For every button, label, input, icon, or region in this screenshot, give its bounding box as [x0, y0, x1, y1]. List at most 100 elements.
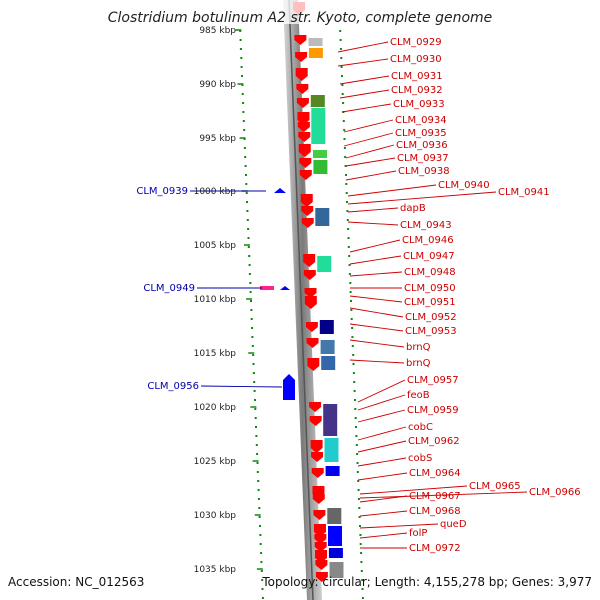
guide-dot	[340, 66, 343, 68]
gene-label[interactable]: cobS	[408, 453, 432, 464]
annotation-block	[308, 38, 323, 46]
gene-label[interactable]: CLM_0962	[408, 436, 460, 447]
guide-dot	[243, 138, 246, 140]
forward-cds-arrow	[295, 52, 308, 62]
gene-label[interactable]: CLM_0968	[409, 506, 461, 517]
gene-label[interactable]: CLM_0937	[397, 153, 449, 164]
guide-dot	[245, 174, 247, 176]
gene-label[interactable]: CLM_0930	[390, 54, 442, 65]
gene-label[interactable]: CLM_0948	[404, 267, 456, 278]
forward-cds-arrow	[313, 524, 326, 537]
forward-cds-arrow	[305, 322, 318, 332]
gene-label[interactable]: CLM_0967	[409, 491, 461, 502]
forward-cds-arrow	[314, 534, 327, 544]
annotation-block	[319, 320, 334, 334]
gene-label[interactable]: CLM_0946	[402, 235, 454, 246]
guide-dot	[255, 426, 257, 428]
gene-label[interactable]: CLM_0938	[398, 166, 450, 177]
gene-label[interactable]: CLM_0956	[147, 381, 199, 392]
guide-dot	[259, 525, 261, 527]
gene-label[interactable]: CLM_0943	[400, 220, 452, 231]
gene-label[interactable]: brnQ	[406, 358, 431, 369]
gene-label[interactable]: CLM_0951	[404, 297, 456, 308]
forward-cds-arrow	[298, 144, 311, 157]
guide-dot	[242, 102, 245, 104]
gene-label[interactable]: brnQ	[406, 342, 431, 353]
scale-label: 995 kbp	[199, 134, 236, 144]
guide-dot	[261, 588, 264, 590]
leader-line	[347, 191, 497, 205]
gene-label[interactable]: cobC	[408, 422, 433, 433]
gene-label[interactable]: CLM_0959	[407, 405, 459, 416]
leader-line	[357, 440, 407, 453]
guide-dot	[353, 381, 356, 383]
forward-cds-arrow	[311, 452, 324, 462]
gene-label[interactable]: CLM_0949	[143, 283, 195, 294]
forward-cds-arrow	[297, 112, 310, 125]
guide-dot	[252, 372, 255, 374]
forward-cds-arrow	[307, 358, 320, 371]
guide-dot	[351, 345, 354, 347]
guide-dot	[256, 471, 259, 473]
forward-cds-arrow	[294, 35, 307, 45]
guide-dot	[241, 84, 244, 86]
gene-label[interactable]: CLM_0932	[391, 85, 443, 96]
gene-label[interactable]: CLM_0941	[498, 187, 550, 198]
gene-label[interactable]: CLM_0939	[136, 186, 188, 197]
gene-label[interactable]: CLM_0972	[409, 543, 461, 554]
guide-dot	[350, 300, 352, 302]
gene-label[interactable]: CLM_0966	[529, 487, 581, 498]
gene-label[interactable]: CLM_0929	[390, 37, 442, 48]
leader-line	[349, 359, 405, 364]
guide-dot	[349, 282, 352, 284]
gene-label[interactable]: CLM_0950	[404, 283, 456, 294]
guide-dot	[347, 237, 350, 239]
gene-label[interactable]: CLM_0952	[405, 312, 457, 323]
gene-label[interactable]: CLM_0964	[409, 468, 461, 479]
scale-label: 1030 kbp	[194, 511, 237, 521]
forward-cds-arrow	[315, 560, 328, 570]
guide-dot	[356, 453, 359, 455]
guide-dot	[248, 255, 251, 257]
gene-label[interactable]: CLM_0936	[396, 140, 448, 151]
guide-dot	[259, 543, 262, 545]
guide-dot	[339, 48, 342, 50]
gene-label[interactable]: feoB	[407, 390, 430, 401]
guide-dot	[345, 192, 348, 194]
guide-dot	[244, 165, 247, 167]
annotation-block	[311, 108, 326, 144]
guide-dot	[259, 534, 262, 536]
gene-label[interactable]: CLM_0957	[407, 375, 459, 386]
leader-line	[339, 75, 390, 85]
annotation-block	[310, 95, 325, 107]
gene-label[interactable]: queD	[440, 519, 467, 530]
guide-dot	[258, 516, 261, 518]
guide-dot	[239, 39, 242, 41]
reverse-gene-labels: CLM_0939 CLM_0949 CLM_0956	[136, 186, 199, 392]
gene-label[interactable]: CLM_0947	[403, 251, 455, 262]
guide-dot	[246, 210, 249, 212]
gene-label[interactable]: CLM_0953	[405, 326, 457, 337]
guide-dot	[343, 129, 346, 131]
leader-line	[337, 58, 389, 67]
guide-dot	[357, 498, 360, 500]
gene-label[interactable]: CLM_0940	[438, 180, 490, 191]
forward-cds-arrow	[300, 194, 313, 207]
gene-label[interactable]: CLM_0935	[395, 128, 447, 139]
guide-dot	[351, 336, 354, 338]
annotation-block	[329, 562, 344, 578]
gene-label[interactable]: CLM_0933	[393, 99, 445, 110]
leader-line	[347, 184, 437, 197]
guide-dot	[340, 57, 343, 59]
gene-label[interactable]: CLM_0934	[395, 115, 447, 126]
gene-label[interactable]: CLM_0931	[391, 71, 443, 82]
gene-label[interactable]: folP	[409, 528, 427, 539]
forward-cds-arrow	[306, 338, 319, 348]
guide-dot	[249, 282, 252, 284]
gene-label[interactable]: CLM_0965	[469, 481, 521, 492]
forward-cds-arrow	[309, 416, 322, 426]
guide-dot	[261, 579, 264, 581]
guide-dot	[344, 156, 347, 158]
gene-label[interactable]: dapB	[400, 203, 426, 214]
leader-line	[359, 485, 468, 495]
